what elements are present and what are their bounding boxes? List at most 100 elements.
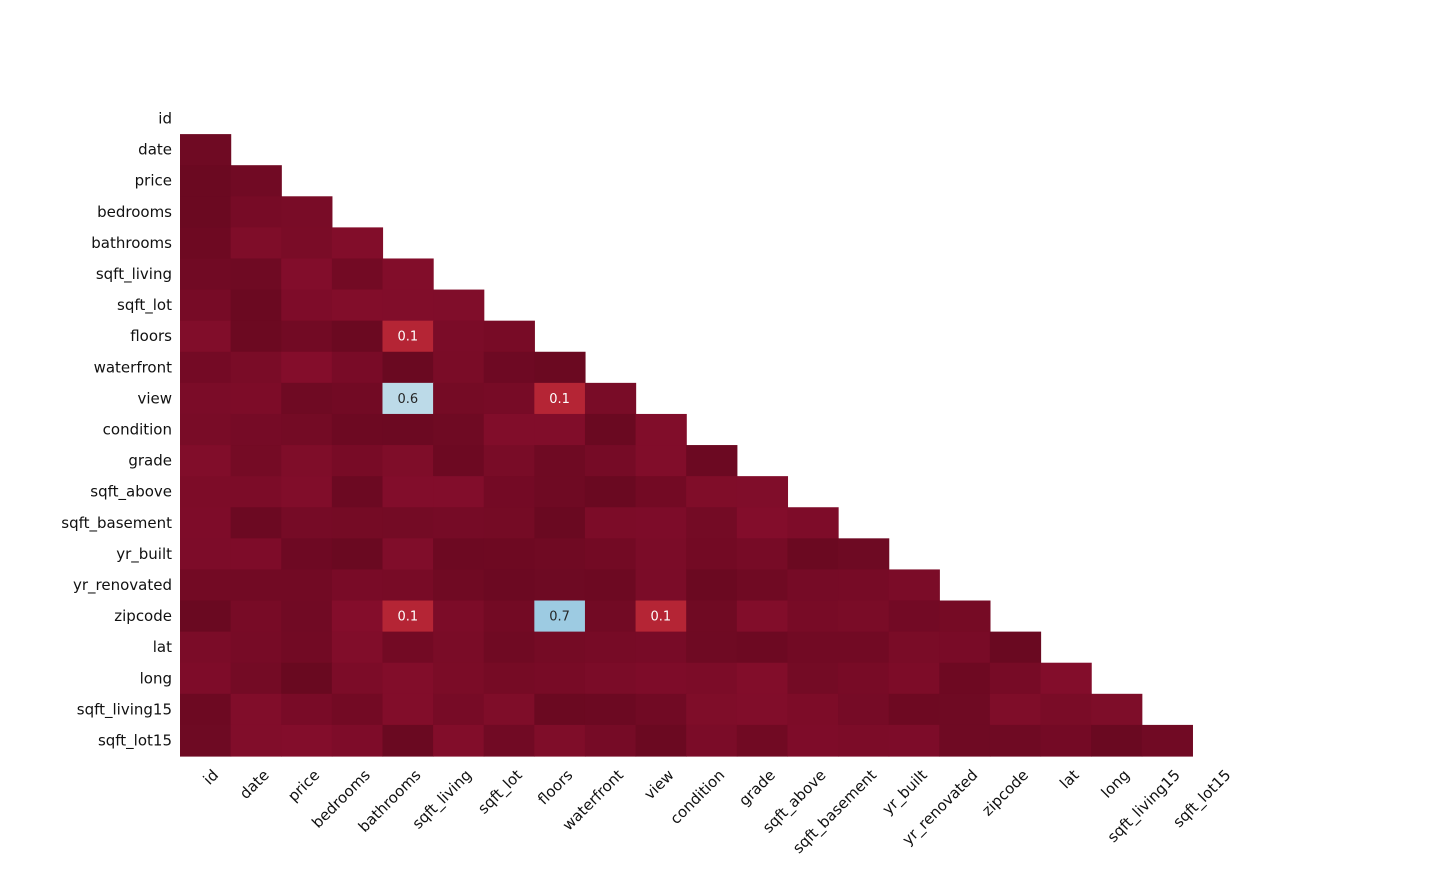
heatmap-cell-yr_built-view: [635, 538, 687, 571]
heatmap-cell-bathrooms-bedrooms: [331, 227, 384, 260]
heatmap-cell-zipcode-waterfront: [584, 600, 637, 633]
heatmap-cell-sqft_lot15-yr_built: [888, 724, 940, 757]
row-label-view: view: [137, 389, 172, 407]
heatmap-cell-yr_renovated-yr_built: [888, 569, 940, 602]
heatmap-cell-waterfront-sqft_lot: [483, 351, 535, 384]
heatmap-cell-zipcode-grade: [736, 600, 789, 633]
heatmap-cell-zipcode-date: [230, 600, 282, 633]
heatmap-cell-long-condition: [686, 662, 738, 695]
row-label-sqft_above: sqft_above: [90, 483, 172, 502]
heatmap-cell-sqft_living15-date: [230, 693, 282, 726]
heatmap-cell-zipcode-floors: [534, 600, 586, 633]
heatmap-cell-zipcode-sqft_basement: [838, 600, 890, 633]
heatmap-cell-sqft_living-id: [180, 258, 232, 291]
heatmap-cell-sqft_basement-view: [635, 507, 687, 539]
heatmap-cell-sqft_above-waterfront: [584, 476, 637, 508]
heatmap-cell-sqft_living15-view: [635, 693, 687, 726]
row-label-long: long: [140, 669, 172, 687]
heatmap-cell-long-lat: [1040, 662, 1092, 695]
heatmap-cell-view-id: [180, 382, 232, 415]
heatmap-cell-floors-date: [230, 320, 282, 353]
heatmap-cell-condition-sqft_lot: [483, 413, 535, 446]
column-label-zipcode: zipcode: [978, 766, 1032, 820]
heatmap-cell-sqft_above-bathrooms: [382, 476, 434, 508]
heatmap-cell-long-view: [635, 662, 687, 695]
cell-value-label: 0.1: [397, 330, 418, 345]
row-label-id: id: [158, 110, 172, 128]
heatmap-cell-bedrooms-price: [281, 196, 333, 228]
heatmap-cell-waterfront-bedrooms: [331, 351, 384, 384]
heatmap-cell-sqft_living15-condition: [686, 693, 738, 726]
heatmap-cell-sqft_above-view: [635, 476, 687, 508]
row-label-sqft_living: sqft_living: [96, 265, 172, 284]
heatmap-cell-sqft_living-date: [230, 258, 282, 291]
heatmap-cell-bathrooms-price: [281, 227, 333, 260]
heatmap-cell-condition-id: [180, 413, 232, 446]
heatmap-cell-sqft_lot15-yr_renovated: [939, 724, 991, 757]
cell-value-label: 0.6: [397, 392, 418, 407]
heatmap-cell-sqft_living15-price: [281, 693, 333, 726]
heatmap-cell-sqft_basement-price: [281, 507, 333, 539]
heatmap-cell-yr_renovated-sqft_lot: [483, 569, 535, 602]
cell-value-label: 0.1: [549, 392, 570, 407]
heatmap-cell-sqft_living15-sqft_above: [787, 693, 839, 726]
heatmap-cell-sqft_living15-yr_built: [888, 693, 940, 726]
heatmap-cell-yr_built-price: [281, 538, 333, 571]
heatmap-cell-yr_renovated-sqft_above: [787, 569, 839, 602]
heatmap-cell-yr_renovated-date: [230, 569, 282, 602]
heatmap-cell-yr_renovated-id: [180, 569, 232, 602]
heatmap-cell-waterfront-price: [281, 351, 333, 384]
heatmap-cell-lat-id: [180, 631, 232, 664]
heatmap-cell-lat-bedrooms: [331, 631, 384, 664]
heatmap-cell-yr_built-sqft_basement: [838, 538, 890, 571]
heatmap-cell-condition-bedrooms: [331, 413, 384, 446]
heatmap-cell-sqft_above-id: [180, 476, 232, 508]
column-label-grade: grade: [735, 766, 779, 810]
heatmap-cell-zipcode-yr_renovated: [939, 600, 991, 633]
heatmap-cell-grade-bathrooms: [382, 445, 434, 477]
column-label-view: view: [640, 766, 677, 803]
row-label-yr_renovated: yr_renovated: [73, 576, 172, 595]
heatmap-cell-sqft_lot-bedrooms: [331, 289, 384, 322]
heatmap-cell-yr_built-grade: [736, 538, 789, 571]
heatmap-cell-sqft_lot15-zipcode: [989, 724, 1042, 757]
heatmap-cell-bathrooms-date: [230, 227, 282, 260]
heatmap-cell-sqft_lot15-sqft_above: [787, 724, 839, 757]
heatmap-cell-sqft_lot15-date: [230, 724, 282, 757]
heatmap-cell-condition-waterfront: [584, 413, 637, 446]
heatmap-cell-yr_renovated-waterfront: [584, 569, 637, 602]
heatmap-cell-long-zipcode: [989, 662, 1042, 695]
heatmap-cell-sqft_above-sqft_living: [433, 476, 485, 508]
heatmap-cell-zipcode-bathrooms: [382, 600, 434, 633]
heatmap-cell-grade-id: [180, 445, 232, 477]
heatmap-cell-grade-waterfront: [584, 445, 637, 477]
heatmap-cell-zipcode-price: [281, 600, 333, 633]
heatmap-cell-zipcode-sqft_living: [433, 600, 485, 633]
heatmap-cell-sqft_above-sqft_lot: [483, 476, 535, 508]
row-label-sqft_living15: sqft_living15: [77, 700, 172, 719]
heatmap-cell-yr_renovated-sqft_living: [433, 569, 485, 602]
heatmap-cell-yr_built-floors: [534, 538, 586, 571]
heatmap-cell-sqft_living-bedrooms: [331, 258, 384, 291]
heatmap-cell-floors-id: [180, 320, 232, 353]
heatmap-cell-sqft_above-floors: [534, 476, 586, 508]
heatmap-cell-long-yr_renovated: [939, 662, 991, 695]
heatmap-cell-sqft_above-condition: [686, 476, 738, 508]
heatmap-cell-long-sqft_basement: [838, 662, 890, 695]
heatmap-cell-sqft_living15-id: [180, 693, 232, 726]
heatmap-cell-sqft_living-price: [281, 258, 333, 291]
heatmap-cell-long-bathrooms: [382, 662, 434, 695]
heatmap-cell-lat-date: [230, 631, 282, 664]
heatmap-cell-sqft_lot-id: [180, 289, 232, 322]
heatmap-cell-sqft_lot15-sqft_living15: [1141, 724, 1193, 757]
heatmap-cell-grade-floors: [534, 445, 586, 477]
heatmap-cells: [180, 134, 1193, 757]
row-label-zipcode: zipcode: [114, 607, 172, 625]
heatmap-cell-lat-condition: [686, 631, 738, 664]
heatmap-cell-view-waterfront: [584, 382, 637, 415]
heatmap-cell-yr_renovated-grade: [736, 569, 789, 602]
heatmap-cell-sqft_above-bedrooms: [331, 476, 384, 508]
row-label-date: date: [138, 141, 172, 159]
heatmap-cell-sqft_lot15-waterfront: [584, 724, 637, 757]
